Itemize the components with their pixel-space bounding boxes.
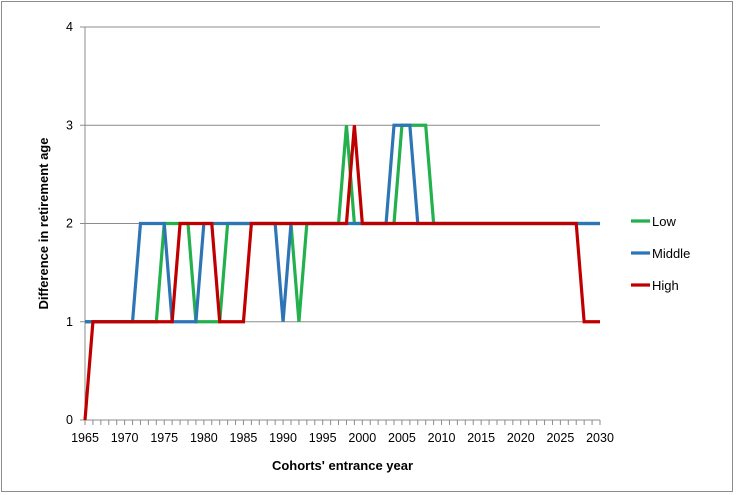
series-line-high [83,125,600,421]
x-tick-label: 1980 [190,431,218,445]
x-tick-label: 2020 [507,431,535,445]
x-tick-label: 2025 [546,431,574,445]
y-tick-label: 2 [66,217,73,231]
x-tick-label: 1985 [230,431,258,445]
x-tick-label: 2005 [388,431,416,445]
y-tick-label: 0 [66,413,73,427]
legend-label-high: High [652,278,679,293]
x-tick-label: 2000 [348,431,376,445]
x-axis-title: Cohorts' entrance year [272,458,413,473]
x-axis-ticks: 1965 1970 1975 1980 1985 1990 1995 2000 2005 2010… [71,420,614,445]
y-tick-label: 3 [66,118,73,132]
series-lines [83,123,600,421]
y-axis-ticks: 0 1 2 3 4 [66,20,85,427]
legend-label-middle: Middle [652,246,690,261]
y-tick-label: 1 [66,315,73,329]
x-tick-label: 1965 [71,431,99,445]
x-tick-label: 2015 [467,431,495,445]
x-tick-label: 1990 [269,431,297,445]
x-tick-label: 1995 [309,431,337,445]
legend-label-low: Low [652,214,676,229]
y-tick-label: 4 [66,20,73,34]
x-tick-label: 2010 [428,431,456,445]
x-tick-label: 2030 [586,431,614,445]
x-tick-label: 1975 [150,431,178,445]
y-axis-title: Difference in retirement age [36,138,51,310]
x-tick-label: 1970 [111,431,139,445]
legend: Low Middle High [631,214,690,293]
